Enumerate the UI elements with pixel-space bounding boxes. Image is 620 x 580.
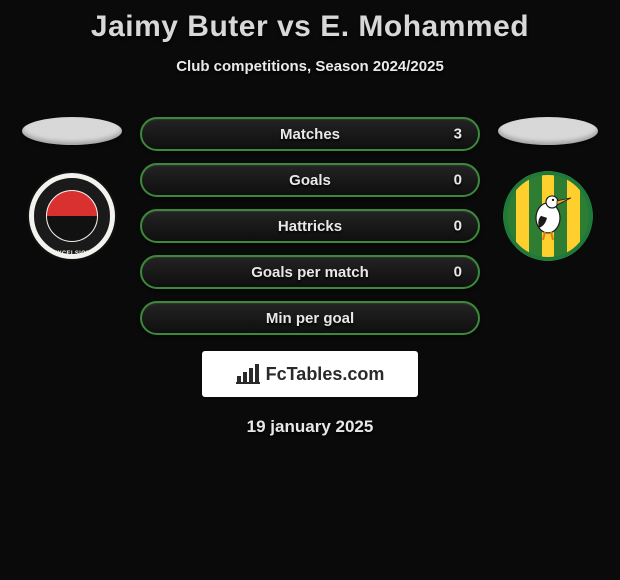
player2-name: E. Mohammed xyxy=(320,10,529,43)
main-row: S. B. V. EXCELSIOR Matches 3 Goals 0 xyxy=(0,117,620,335)
stats-column: Matches 3 Goals 0 Hattricks 0 Goals per … xyxy=(140,117,480,335)
crest-half-bottom xyxy=(47,216,97,241)
stat-row-goals: Goals 0 xyxy=(140,163,480,197)
date-label: 19 january 2025 xyxy=(247,417,374,437)
stat-label: Min per goal xyxy=(266,310,354,327)
vs-label: vs xyxy=(277,10,311,43)
title: Jaimy Buter vs E. Mohammed xyxy=(91,10,529,44)
subtitle: Club competitions, Season 2024/2025 xyxy=(176,58,444,75)
crest-text-bottom: EXCELSIOR xyxy=(29,251,115,257)
stat-label: Goals per match xyxy=(251,264,369,281)
left-side: S. B. V. EXCELSIOR xyxy=(12,117,132,261)
player1-silhouette xyxy=(22,117,122,145)
stat-value-right: 0 xyxy=(454,172,462,189)
stat-value-right: 0 xyxy=(454,218,462,235)
stat-label: Hattricks xyxy=(278,218,342,235)
bar-chart-icon xyxy=(236,364,260,384)
brand-text: FcTables.com xyxy=(266,364,385,385)
brand-box: FcTables.com xyxy=(202,351,418,397)
comparison-card: Jaimy Buter vs E. Mohammed Club competit… xyxy=(0,0,620,437)
stat-row-goals-per-match: Goals per match 0 xyxy=(140,255,480,289)
stat-label: Matches xyxy=(280,126,340,143)
club-crest-ado xyxy=(503,171,593,261)
player2-silhouette xyxy=(498,117,598,145)
crest-inner xyxy=(47,191,97,241)
club-crest-excelsior: S. B. V. EXCELSIOR xyxy=(27,171,117,261)
stat-row-matches: Matches 3 xyxy=(140,117,480,151)
stork-icon xyxy=(521,188,575,242)
stat-row-min-per-goal: Min per goal xyxy=(140,301,480,335)
right-side xyxy=(488,117,608,261)
stat-row-hattricks: Hattricks 0 xyxy=(140,209,480,243)
stat-value-right: 0 xyxy=(454,264,462,281)
crest-half-top xyxy=(47,191,97,216)
stat-label: Goals xyxy=(289,172,331,189)
player1-name: Jaimy Buter xyxy=(91,10,268,43)
stat-value-right: 3 xyxy=(454,126,462,143)
